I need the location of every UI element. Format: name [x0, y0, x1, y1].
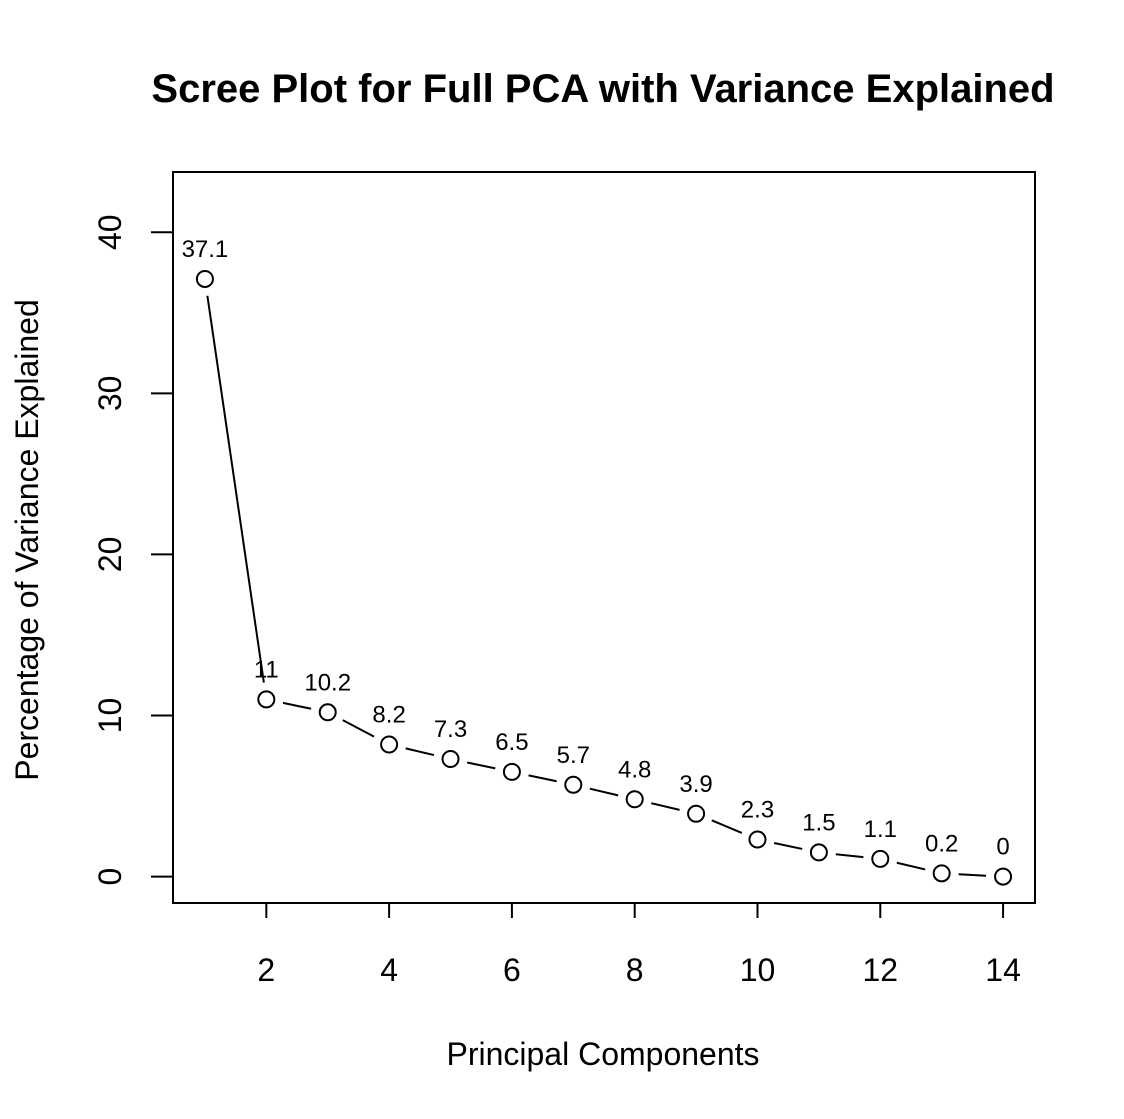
data-label: 0.2: [925, 830, 958, 857]
y-axis-label: Percentage of Variance Explained: [9, 299, 45, 781]
x-tick-label: 12: [862, 952, 898, 988]
data-point: [195, 269, 214, 288]
data-point: [932, 864, 951, 883]
y-tick-label: 0: [92, 868, 128, 886]
line-segment: [773, 842, 803, 850]
line-segment: [342, 719, 375, 738]
line-segment: [835, 853, 864, 859]
y-axis: 0 10 20 30 40: [92, 214, 173, 885]
data-point: [441, 749, 460, 768]
line-segment: [466, 761, 496, 770]
data-point: [257, 690, 276, 709]
y-tick-label: 40: [92, 214, 128, 250]
x-tick-label: 10: [740, 952, 776, 988]
data-label: 3.9: [679, 771, 712, 798]
x-tick-label: 4: [380, 952, 398, 988]
line-segment: [528, 774, 557, 783]
y-tick-label: 30: [92, 376, 128, 412]
data-point: [994, 867, 1013, 886]
x-axis: 2 4 6 8 10 12 14: [257, 903, 1021, 988]
line-segment: [651, 802, 680, 811]
data-label: 10.2: [304, 669, 351, 696]
series-line: [206, 295, 987, 877]
x-tick-label: 2: [257, 952, 275, 988]
data-label: 1.5: [802, 809, 835, 836]
data-point: [687, 804, 706, 823]
data-label: 7.3: [434, 716, 467, 743]
y-tick-label: 20: [92, 537, 128, 573]
line-segment: [896, 861, 926, 871]
plot-frame: [172, 171, 1036, 904]
x-tick-label: 8: [626, 952, 644, 988]
chart-title: Scree Plot for Full PCA with Variance Ex…: [151, 67, 1054, 111]
line-segment: [206, 295, 265, 683]
line-segment: [711, 819, 743, 834]
line-segment: [958, 873, 987, 877]
y-tick-label: 10: [92, 698, 128, 734]
data-label: 6.5: [495, 729, 528, 756]
data-point: [748, 830, 767, 849]
data-label: 8.2: [372, 701, 405, 728]
data-point: [809, 843, 828, 862]
line-segment: [589, 787, 619, 797]
data-label: 37.1: [182, 236, 229, 263]
data-label: 1.1: [864, 816, 897, 843]
data-point: [564, 775, 583, 794]
line-segment: [282, 701, 312, 710]
data-point: [871, 849, 890, 868]
data-label: 5.7: [557, 742, 590, 769]
data-label: 2.3: [741, 797, 774, 824]
x-tick-label: 14: [985, 952, 1021, 988]
data-point: [380, 735, 399, 754]
data-point: [625, 790, 644, 809]
data-label: 4.8: [618, 756, 651, 783]
data-label: 11: [254, 656, 279, 683]
data-labels: 37.1 11 10.2 8.2 7.3 6.5 5.7 4.8 3.9 2.3 1.5 1.1 0.2…: [182, 236, 1010, 861]
data-label: 0: [996, 834, 1009, 861]
series-points: [195, 269, 1013, 886]
data-point: [318, 703, 337, 722]
x-axis-label: Principal Components: [446, 1036, 759, 1072]
data-point: [502, 762, 521, 781]
line-segment: [405, 747, 435, 757]
x-tick-label: 6: [503, 952, 521, 988]
